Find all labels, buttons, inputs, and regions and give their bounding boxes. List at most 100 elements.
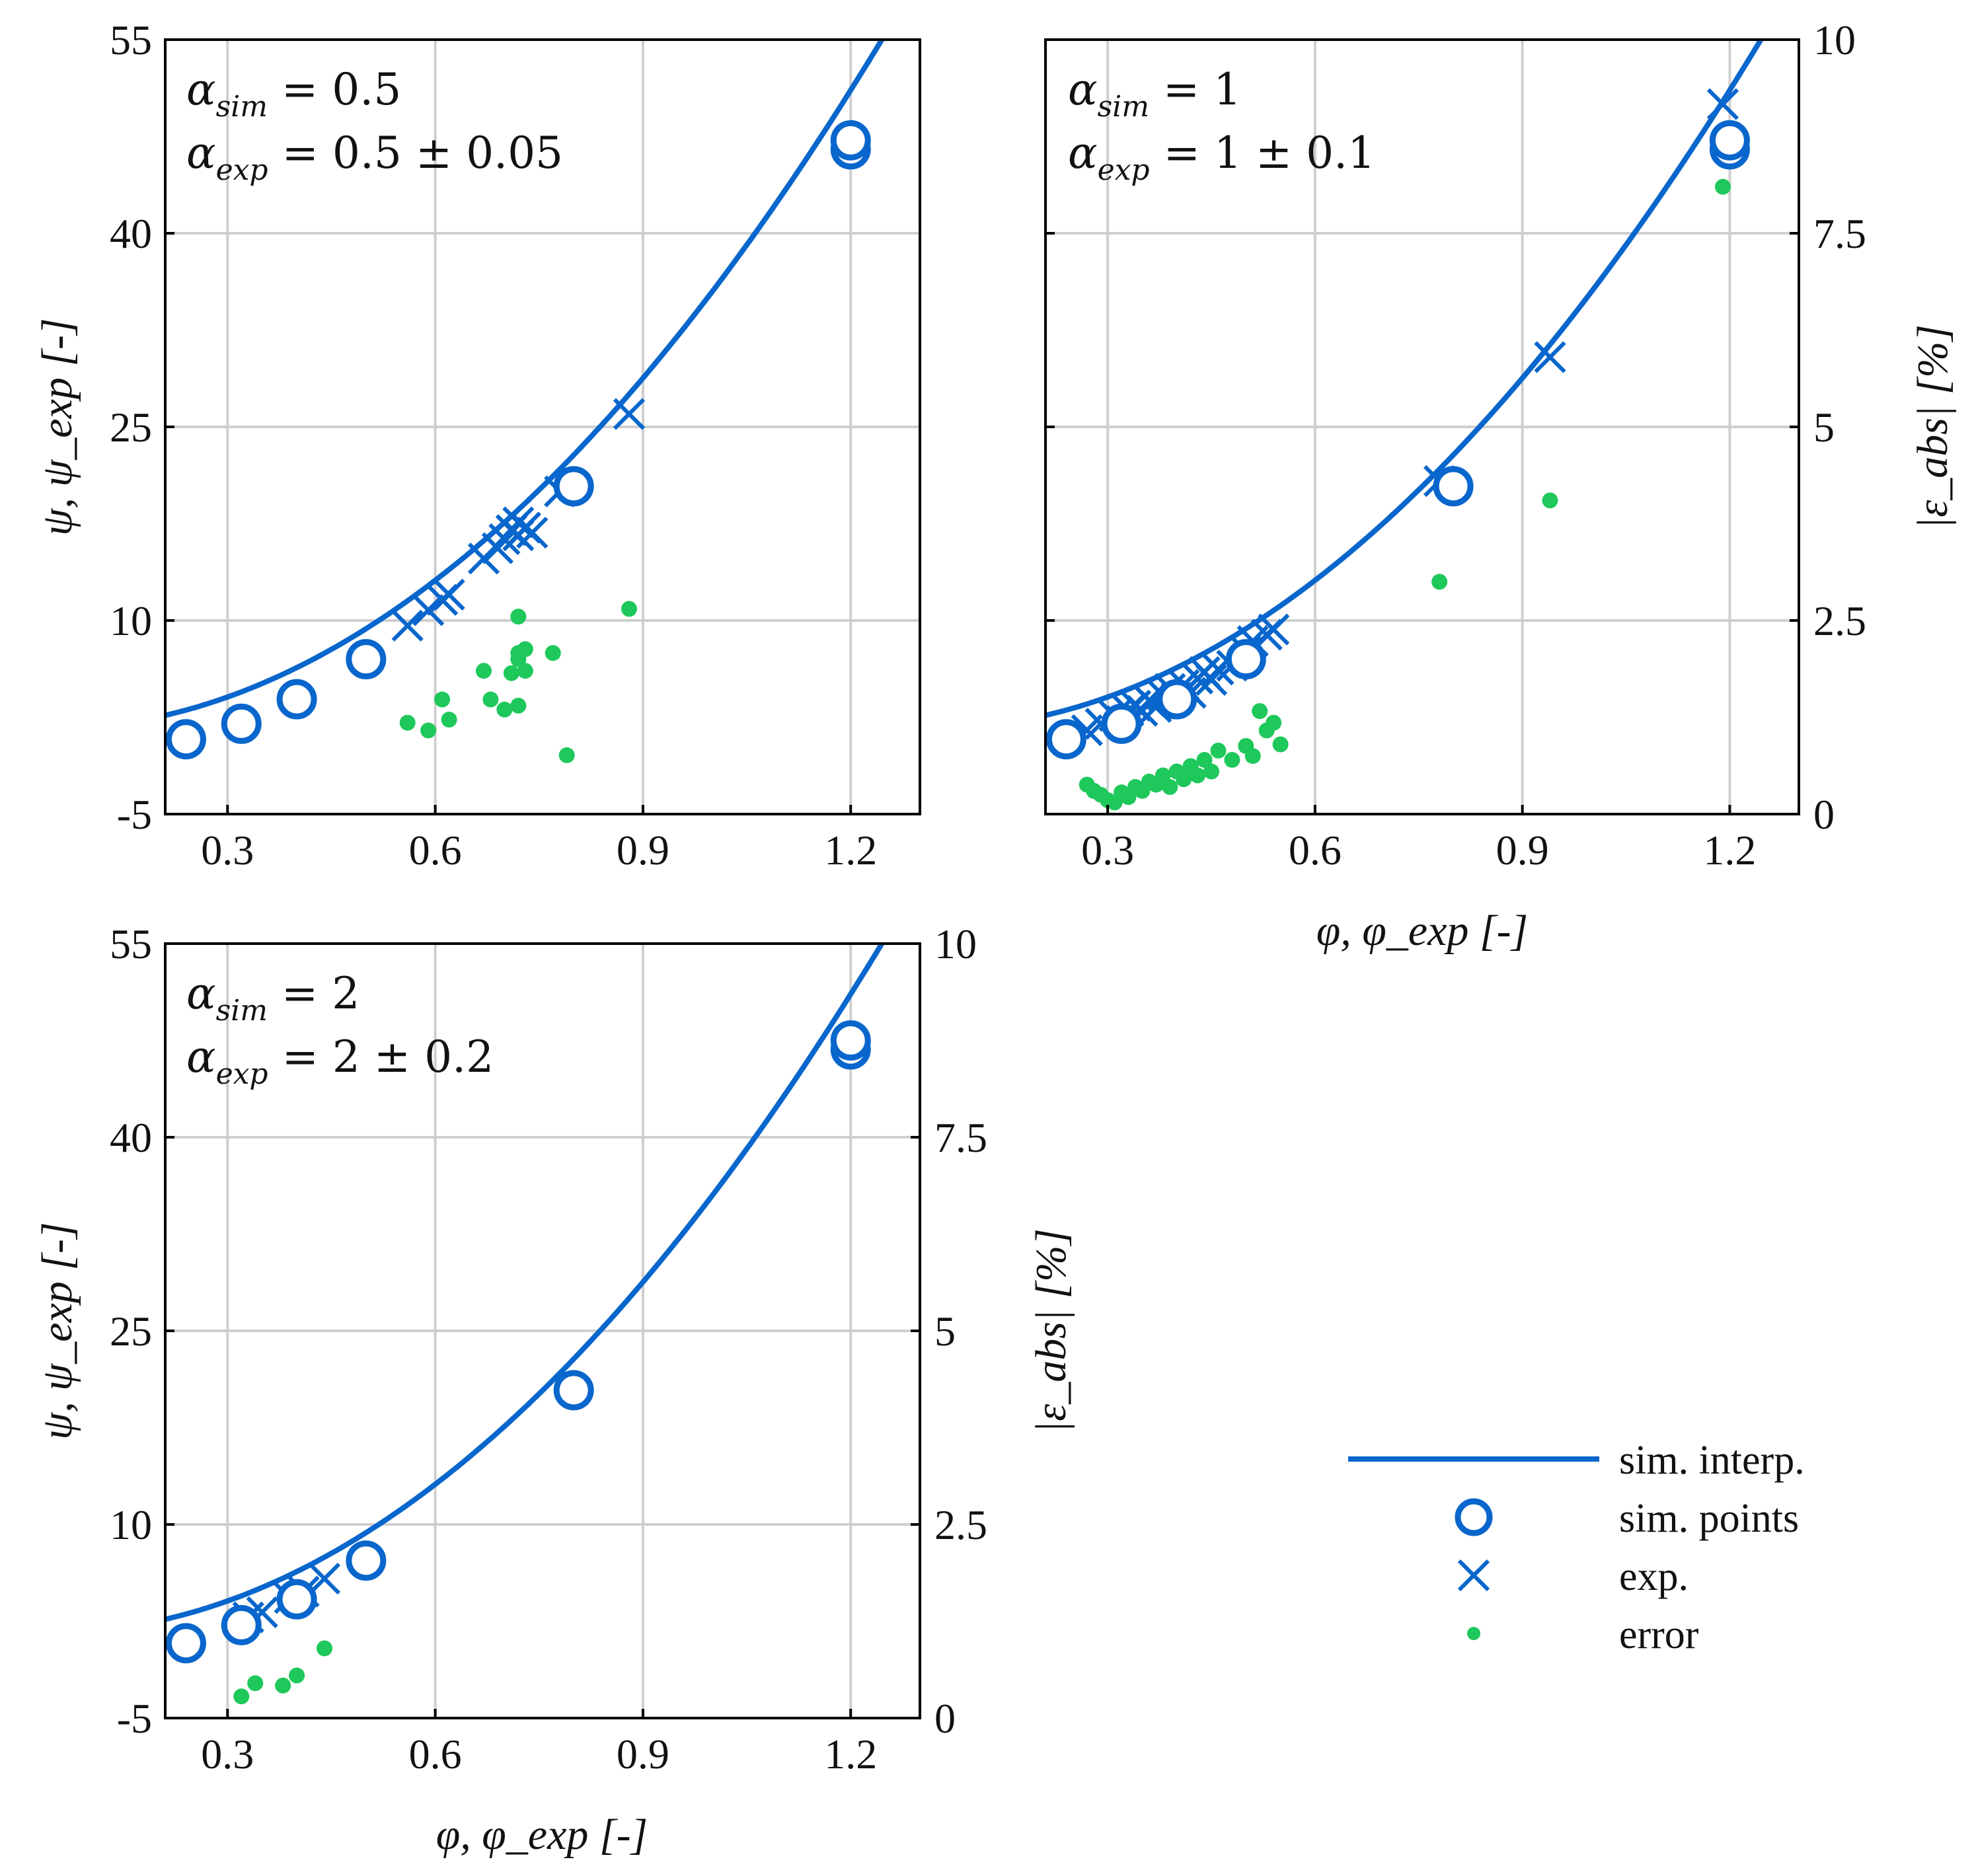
error-point (1162, 778, 1178, 795)
x-axis-label: φ, φ_exp [-] (1316, 907, 1528, 955)
y2-tick-label: 5 (1813, 404, 1835, 451)
y-tick-label: 55 (110, 920, 152, 967)
x-tick-label: 0.9 (617, 827, 669, 874)
y-tick-label: -5 (117, 1695, 152, 1742)
error-point (1190, 767, 1206, 784)
x-tick-label: 1.2 (824, 1731, 877, 1778)
exp-point (1534, 341, 1566, 373)
x-tick-label: 1.2 (824, 827, 877, 874)
x-tick-label: 0.9 (617, 1731, 669, 1778)
error-point (275, 1677, 291, 1694)
error-point (316, 1640, 332, 1657)
panel-alpha-0-5: 0.3 0.6 0.9 1.2 -5 10 25 40 55 ψ, ψ_exp [-] αsim… (33, 17, 921, 874)
y2-tick-label: 2.5 (1813, 597, 1866, 644)
panel-alpha-1: 0.3 0.6 0.9 1.2 0 2.5 5 7.5 10 φ, φ_exp [-] |ε_a… (1044, 17, 1957, 955)
error-point (289, 1667, 305, 1684)
y2-tick-label: 7.5 (1813, 210, 1866, 257)
error-point (1210, 742, 1227, 759)
x-tick-label: 0.6 (1289, 827, 1342, 874)
y-tick-label: 25 (110, 1308, 152, 1355)
sim-point (1101, 703, 1142, 744)
x-tick-label: 1.2 (1703, 827, 1756, 874)
y-tick-label: 10 (110, 1501, 152, 1548)
y-axis-label: ψ, ψ_exp [-] (33, 1222, 81, 1439)
alpha-annotation-sim: αsim = 1 (1068, 64, 1241, 124)
sim-point (1433, 466, 1474, 507)
error-point (510, 697, 527, 714)
sim-point (1157, 679, 1197, 720)
y-tick-label: -5 (117, 791, 152, 838)
exp-point (613, 398, 646, 430)
error-point (247, 1675, 264, 1692)
legend-label-error: error (1619, 1612, 1699, 1657)
exp-point (391, 609, 424, 642)
error-point (1196, 751, 1213, 768)
x-tick-label: 0.3 (1081, 827, 1134, 874)
alpha-annotation-exp: αexp = 1 ± 0.1 (1068, 128, 1375, 187)
x-tick-label: 0.3 (201, 1731, 254, 1778)
y-axis-label: ψ, ψ_exp [-] (33, 318, 81, 535)
x-axis-label: φ, φ_exp [-] (436, 1811, 648, 1859)
sim-point (1709, 120, 1750, 161)
sim-point (346, 639, 387, 680)
exp-point (516, 517, 549, 549)
legend-label-sim-points: sim. points (1619, 1496, 1799, 1541)
error-point (517, 641, 533, 657)
legend-label-sim-interp: sim. interp. (1619, 1438, 1805, 1483)
y2-tick-label: 0 (1813, 791, 1835, 838)
error-point (496, 701, 513, 718)
error-point (1714, 178, 1731, 195)
alpha-annotation-sim: αsim = 2 (186, 968, 360, 1028)
error-point (558, 747, 575, 763)
y2-axis-label: |ε_abs| [%] (1909, 324, 1957, 529)
error-point (1155, 767, 1171, 784)
legend: sim. interp. sim. points exp. error (1348, 1438, 1805, 1657)
error-point (475, 663, 492, 679)
y2-axis-label: |ε_abs| [%] (1027, 1228, 1075, 1433)
error-point (1224, 751, 1240, 768)
alpha-annotation-exp: αexp = 0.5 ± 0.05 (186, 128, 563, 187)
sim-point (553, 466, 594, 507)
error-point (1272, 736, 1289, 753)
legend-cross-swatch (1457, 1559, 1490, 1592)
error-point (420, 722, 437, 739)
error-point (545, 645, 561, 661)
ticks: 0.3 0.6 0.9 1.2 -5 10 25 40 55 0 2.5 5 7.5 10 (110, 920, 987, 1778)
sim-point (553, 1370, 594, 1411)
panel-alpha-2: 0.3 0.6 0.9 1.2 -5 10 25 40 55 0 2.5 5 7.5 10 ψ, ψ_ex… (33, 920, 1075, 1859)
exp-point (1706, 88, 1739, 120)
y2-tick-label: 10 (934, 920, 977, 967)
exp-point (412, 594, 445, 626)
y2-tick-label: 5 (934, 1308, 956, 1355)
y-tick-label: 55 (110, 17, 152, 63)
error-point (233, 1688, 250, 1705)
error-point (441, 712, 457, 728)
error-point (399, 714, 416, 731)
plot-area (165, 944, 886, 1705)
alpha-annotation-sim: αsim = 0.5 (186, 64, 401, 124)
legend-circle-swatch (1455, 1498, 1493, 1536)
y-tick-label: 40 (110, 1114, 152, 1161)
y2-tick-label: 2.5 (934, 1501, 987, 1548)
error-point (1244, 748, 1261, 765)
exp-point (1258, 613, 1290, 646)
alpha-annotation-exp: αexp = 2 ± 0.2 (186, 1032, 494, 1091)
legend-dot-swatch (1467, 1627, 1480, 1640)
ticks: 0.3 0.6 0.9 1.2 0 2.5 5 7.5 10 (1045, 17, 1866, 874)
exp-point (433, 578, 465, 611)
sim-point (165, 1623, 206, 1664)
sim-point (165, 719, 206, 760)
sim-point (1225, 639, 1266, 680)
error-point (510, 609, 527, 625)
error-point (1252, 703, 1268, 720)
error-point (1542, 492, 1558, 509)
sim-point (830, 120, 871, 161)
x-tick-label: 0.6 (409, 827, 462, 874)
error-point (503, 665, 519, 681)
y2-tick-label: 0 (934, 1695, 956, 1742)
error-point (1431, 574, 1448, 590)
sim-interp-line (165, 40, 886, 718)
sim-point (830, 1020, 871, 1061)
legend-label-exp: exp. (1619, 1554, 1689, 1599)
